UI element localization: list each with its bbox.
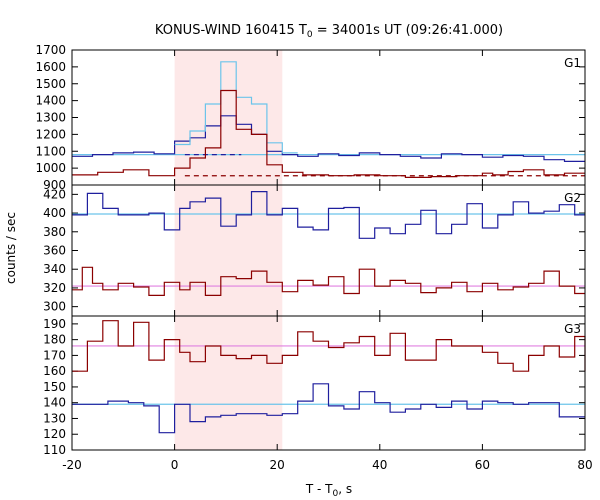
plot-area: 90010001100120013001400150016001700G1300… xyxy=(35,43,592,472)
panel-label: G1 xyxy=(564,56,581,70)
y-tick-label: 170 xyxy=(43,348,66,362)
lightcurve-red xyxy=(72,89,585,178)
x-tick-label: 80 xyxy=(577,458,592,472)
y-tick-label: 1300 xyxy=(35,111,66,125)
panel-g2: 300 320 340 360 380 400 420 G2 xyxy=(43,184,586,317)
y-tick-label: 380 xyxy=(43,225,66,239)
y-tick-label: 400 xyxy=(43,206,66,220)
panel-frame xyxy=(71,184,586,317)
x-tick-label: 40 xyxy=(372,458,387,472)
chart-title: KONUS-WIND 160415 T0 = 34001s UT (09:26:… xyxy=(155,23,503,40)
y-tick-label: 300 xyxy=(43,300,66,314)
y-tick-label: 1100 xyxy=(35,144,66,158)
lightcurve-blue xyxy=(72,115,585,162)
lightcurve-blue xyxy=(72,383,585,434)
lightcurve-red xyxy=(72,320,586,372)
y-tick-label: 130 xyxy=(43,411,66,425)
y-tick-label: 900 xyxy=(43,178,66,192)
panel-frame xyxy=(71,49,586,186)
y-tick-label: 110 xyxy=(43,443,66,457)
y-axis-label: counts / sec xyxy=(4,212,18,284)
lightcurve-blue xyxy=(72,191,585,239)
lightcurve-red xyxy=(72,266,585,296)
y-tick-label: 190 xyxy=(43,317,66,331)
y-tick-label: 1500 xyxy=(35,77,66,91)
x-tick-label: 0 xyxy=(171,458,179,472)
y-tick-label: 180 xyxy=(43,333,66,347)
x-axis-label: T - T0, s xyxy=(305,482,352,499)
y-tick-label: 360 xyxy=(43,244,66,258)
y-tick-label: 340 xyxy=(43,262,66,276)
panel-frame xyxy=(71,315,586,451)
y-tick-label: 1200 xyxy=(35,127,66,141)
y-tick-label: 160 xyxy=(43,364,66,378)
x-tick-label: 60 xyxy=(475,458,490,472)
lightcurve-cyan xyxy=(174,61,298,154)
y-tick-label: 120 xyxy=(43,427,66,441)
x-tick-label: -20 xyxy=(62,458,82,472)
panel-label: G2 xyxy=(564,191,581,205)
y-tick-label: 1000 xyxy=(35,161,66,175)
y-tick-label: 320 xyxy=(43,281,66,295)
panel-label: G3 xyxy=(564,322,581,336)
highlight-interval xyxy=(174,50,283,450)
panel-g1: 900 1000 1100 1200 1300 1400 1500 1600 1700 G1 xyxy=(35,43,586,192)
y-tick-label: 1600 xyxy=(35,60,66,74)
y-tick-label: 150 xyxy=(43,380,66,394)
y-tick-label: 420 xyxy=(43,187,66,201)
y-tick-label: 1700 xyxy=(35,43,66,57)
y-tick-label: 1400 xyxy=(35,94,66,108)
y-tick-label: 140 xyxy=(43,396,66,410)
x-tick-label: 20 xyxy=(270,458,285,472)
